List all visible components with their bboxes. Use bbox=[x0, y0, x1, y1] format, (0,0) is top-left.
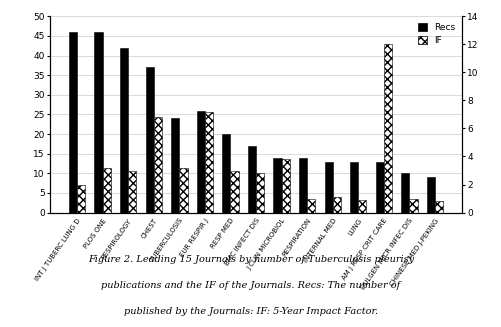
Bar bbox=[307, 198, 315, 213]
Bar bbox=[383, 44, 391, 213]
Bar bbox=[299, 158, 307, 213]
Bar bbox=[332, 197, 340, 213]
Bar bbox=[349, 162, 358, 213]
Bar bbox=[247, 146, 256, 213]
Bar bbox=[94, 32, 102, 213]
Bar bbox=[222, 134, 230, 213]
Bar bbox=[145, 67, 153, 213]
Text: published by the Journals: IF: 5-Year Impact Factor.: published by the Journals: IF: 5-Year Im… bbox=[124, 307, 377, 317]
Bar bbox=[204, 112, 212, 213]
Bar bbox=[434, 201, 442, 213]
Bar bbox=[375, 162, 383, 213]
Bar bbox=[179, 168, 187, 213]
Bar bbox=[400, 173, 409, 213]
Bar bbox=[196, 111, 204, 213]
Bar bbox=[102, 168, 111, 213]
Bar bbox=[128, 170, 136, 213]
Bar bbox=[409, 198, 417, 213]
Bar bbox=[230, 170, 238, 213]
Bar bbox=[69, 32, 77, 213]
Bar bbox=[171, 118, 179, 213]
Bar bbox=[324, 162, 332, 213]
Bar bbox=[256, 173, 264, 213]
Legend: Recs, IF: Recs, IF bbox=[415, 21, 456, 47]
Bar bbox=[120, 48, 128, 213]
Bar bbox=[77, 184, 85, 213]
Bar bbox=[426, 177, 434, 213]
Text: Figure 2. Leading 15 Journals by number of Tuberculosis pleurisy: Figure 2. Leading 15 Journals by number … bbox=[88, 255, 413, 264]
Text: publications and the IF of the Journals. Recs: The number of: publications and the IF of the Journals.… bbox=[101, 281, 400, 290]
Bar bbox=[273, 158, 281, 213]
Bar bbox=[281, 159, 289, 213]
Bar bbox=[153, 117, 162, 213]
Bar bbox=[358, 200, 366, 213]
